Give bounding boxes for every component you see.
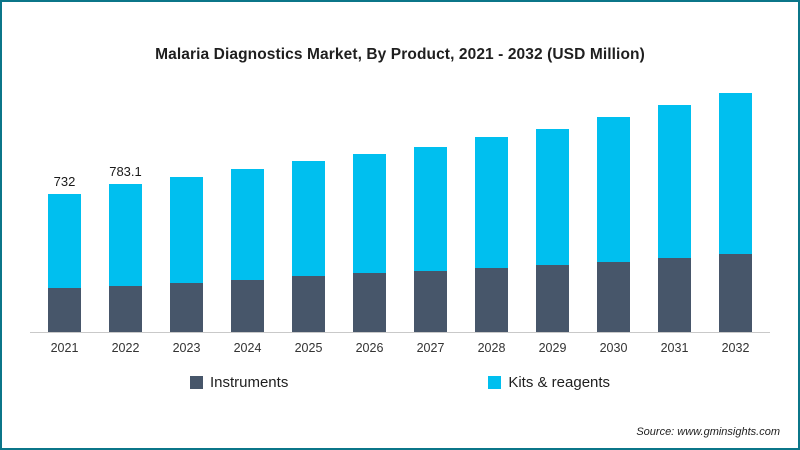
bar-value-label-2021: 732 — [53, 173, 76, 189]
bar-group-2024 — [217, 86, 278, 332]
bar-stack-2032 — [719, 92, 752, 332]
segment-kits-reagents-2030 — [597, 117, 630, 262]
segment-kits-reagents-2022 — [109, 183, 142, 286]
segment-kits-reagents-2032 — [719, 92, 752, 255]
legend-item-kits-reagents: Kits & reagents — [488, 374, 610, 391]
segment-kits-reagents-2023 — [170, 176, 203, 283]
legend-label: Kits & reagents — [508, 374, 611, 391]
segment-instruments-2029 — [536, 264, 569, 332]
bar-group-2023 — [156, 86, 217, 332]
bar-group-2031 — [644, 86, 705, 332]
legend-swatch-icon — [189, 376, 203, 389]
bar-group-2032 — [705, 86, 766, 332]
segment-kits-reagents-2029 — [536, 128, 569, 265]
segment-instruments-2023 — [170, 282, 203, 332]
segment-instruments-2031 — [658, 258, 691, 332]
segment-instruments-2026 — [353, 273, 386, 332]
segment-instruments-2032 — [719, 254, 752, 332]
segment-instruments-2024 — [231, 279, 264, 332]
bar-stack-2025 — [292, 160, 325, 332]
segment-kits-reagents-2026 — [353, 154, 386, 274]
x-tick-2027: 2027 — [416, 341, 445, 355]
bar-group-2030 — [583, 86, 644, 332]
segment-instruments-2021 — [48, 288, 81, 332]
x-tick-2029: 2029 — [538, 341, 567, 355]
plot-area: 732 783.1 — [30, 86, 770, 332]
bar-group-2021: 732 — [34, 86, 95, 332]
bar-stack-2027 — [414, 146, 447, 332]
x-tick-2026: 2026 — [355, 341, 384, 355]
bar-stack-2030 — [597, 117, 630, 332]
bar-group-2022: 783.1 — [95, 86, 156, 332]
bar-group-2025 — [278, 86, 339, 332]
bar-stack-2028 — [475, 137, 508, 332]
segment-kits-reagents-2025 — [292, 160, 325, 277]
x-tick-2030: 2030 — [599, 341, 628, 355]
bar-stack-2031 — [658, 104, 691, 332]
bar-group-2026 — [339, 86, 400, 332]
source-attribution: Source: www.gminsights.com — [636, 426, 780, 438]
segment-kits-reagents-2028 — [475, 137, 508, 268]
bar-group-2028 — [461, 86, 522, 332]
bar-group-2027 — [400, 86, 461, 332]
legend-item-instruments: Instruments — [189, 374, 289, 391]
legend-swatch-icon — [488, 376, 502, 389]
x-tick-2021: 2021 — [50, 341, 79, 355]
x-tick-2023: 2023 — [172, 341, 201, 355]
bar-stack-2024 — [231, 169, 264, 332]
x-tick-2022: 2022 — [111, 341, 140, 355]
segment-instruments-2028 — [475, 267, 508, 332]
segment-kits-reagents-2027 — [414, 146, 447, 271]
x-axis-line — [30, 332, 770, 333]
bar-stack-2021 — [48, 193, 81, 332]
x-tick-2025: 2025 — [294, 341, 323, 355]
segment-instruments-2022 — [109, 285, 142, 332]
x-tick-2032: 2032 — [721, 341, 750, 355]
bar-stack-2029 — [536, 128, 569, 332]
segment-instruments-2027 — [414, 270, 447, 332]
x-tick-2028: 2028 — [477, 341, 506, 355]
bar-value-label-2022: 783.1 — [109, 163, 142, 179]
bar-stack-2026 — [353, 154, 386, 332]
chart-title: Malaria Diagnostics Market, By Product, … — [155, 46, 645, 63]
bar-stack-2023 — [170, 176, 203, 332]
bar-group-2029 — [522, 86, 583, 332]
segment-kits-reagents-2021 — [48, 193, 81, 289]
segment-kits-reagents-2031 — [658, 104, 691, 259]
segment-instruments-2030 — [597, 261, 630, 332]
x-axis-labels: 2021 2022 2023 2024 2025 2026 2027 2028 2029 2030… — [30, 341, 770, 355]
bar-stack-2022 — [109, 183, 142, 332]
segment-kits-reagents-2024 — [231, 169, 264, 280]
x-tick-2024: 2024 — [233, 341, 262, 355]
x-tick-2031: 2031 — [660, 341, 689, 355]
segment-instruments-2025 — [292, 276, 325, 332]
legend: Instruments Kits & reagents — [2, 374, 798, 391]
legend-label: Instruments — [209, 374, 289, 391]
